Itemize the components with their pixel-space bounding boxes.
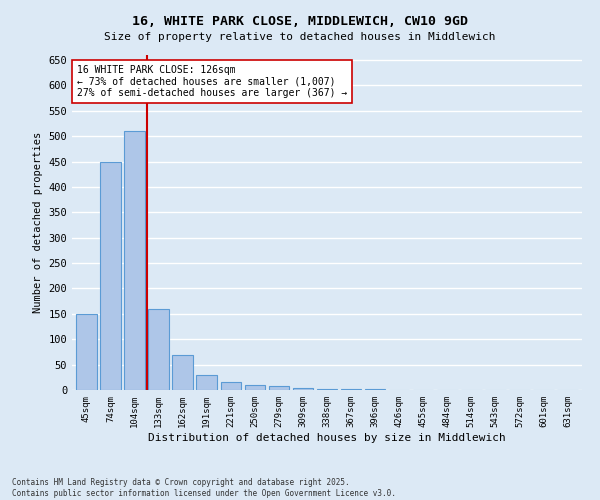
Bar xyxy=(221,382,241,390)
Bar xyxy=(172,356,193,390)
X-axis label: Distribution of detached houses by size in Middlewich: Distribution of detached houses by size … xyxy=(148,432,506,442)
Bar xyxy=(317,389,337,390)
Text: 16, WHITE PARK CLOSE, MIDDLEWICH, CW10 9GD: 16, WHITE PARK CLOSE, MIDDLEWICH, CW10 9… xyxy=(132,15,468,28)
Bar xyxy=(124,131,145,390)
Text: Size of property relative to detached houses in Middlewich: Size of property relative to detached ho… xyxy=(104,32,496,42)
Text: 16 WHITE PARK CLOSE: 126sqm
← 73% of detached houses are smaller (1,007)
27% of : 16 WHITE PARK CLOSE: 126sqm ← 73% of det… xyxy=(77,65,347,98)
Bar xyxy=(196,375,217,390)
Bar xyxy=(269,386,289,390)
Bar xyxy=(76,314,97,390)
Bar xyxy=(148,309,169,390)
Y-axis label: Number of detached properties: Number of detached properties xyxy=(33,132,43,313)
Bar xyxy=(293,388,313,390)
Bar xyxy=(100,162,121,390)
Text: Contains HM Land Registry data © Crown copyright and database right 2025.
Contai: Contains HM Land Registry data © Crown c… xyxy=(12,478,396,498)
Bar xyxy=(245,385,265,390)
